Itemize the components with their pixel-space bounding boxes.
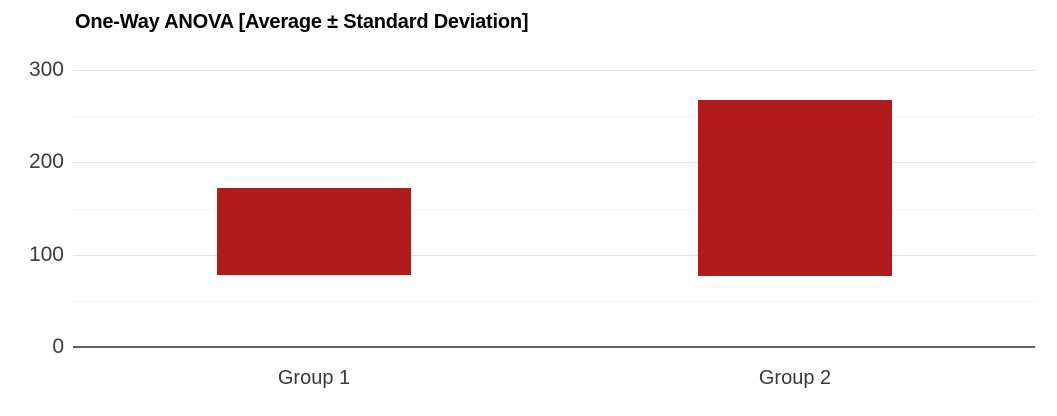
category-label-group-1: Group 1: [277, 367, 351, 389]
major-gridline-300: [73, 70, 1035, 71]
minor-gridline-250: [73, 116, 1035, 117]
major-gridline-200: [73, 162, 1035, 163]
y-tick-label-0: 0: [52, 335, 64, 358]
minor-gridline-50: [73, 301, 1035, 302]
y-tick-label-300: 300: [28, 58, 64, 81]
range-bar-group-1[interactable]: [217, 188, 411, 275]
y-tick-label-200: 200: [28, 150, 64, 173]
major-gridline-100: [73, 255, 1035, 256]
range-bar-group-2[interactable]: [698, 100, 892, 276]
minor-gridline-150: [73, 209, 1035, 210]
chart-title: One-Way ANOVA [Average ± Standard Deviat…: [75, 11, 529, 33]
y-tick-label-100: 100: [28, 243, 64, 266]
x-axis-line: [73, 346, 1035, 348]
category-label-group-2: Group 2: [758, 367, 832, 389]
